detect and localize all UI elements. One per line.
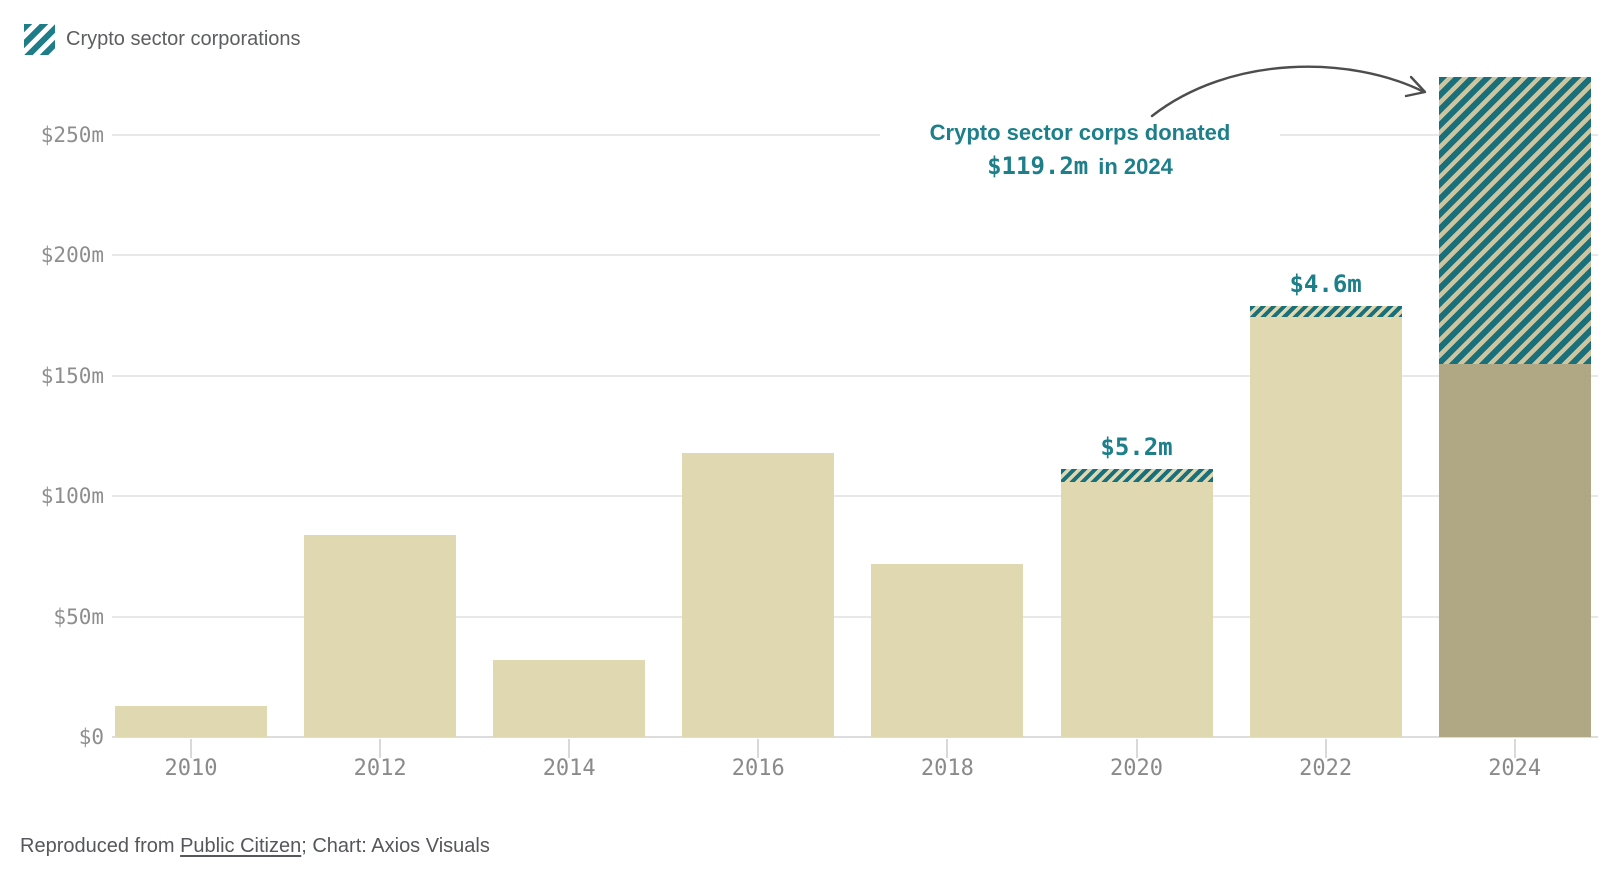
y-gridline-0	[112, 736, 1598, 738]
x-axis-label-2022: 2022	[1299, 756, 1353, 781]
y-gridline-50	[112, 615, 1598, 618]
y-gridline-150	[112, 374, 1598, 377]
bar-2024	[1438, 76, 1591, 737]
annotation-value-line: $119.2m in 2024	[880, 150, 1280, 186]
y-axis-label: $50m	[53, 604, 104, 629]
bar-2010	[115, 705, 267, 737]
bar-2022	[1249, 305, 1402, 737]
bar-segment-base-2024	[1438, 363, 1591, 737]
bar-value-label-2020: $5.2m	[1100, 433, 1173, 462]
x-tick-2022	[1324, 739, 1327, 758]
source-suffix: ; Chart: Axios Visuals	[301, 835, 490, 857]
bar-2014	[493, 659, 646, 737]
y-axis-label: $100m	[40, 484, 104, 509]
y-axis-label: $250m	[40, 123, 104, 147]
x-axis-label-2010: 2010	[164, 756, 218, 781]
source-line: Reproduced from Public Citizen; Chart: A…	[20, 835, 490, 858]
y-axis-label: $0	[78, 725, 104, 749]
y-gridline-200	[112, 254, 1598, 257]
bar-segment-crypto-2024	[1438, 76, 1591, 364]
annotation-text: Crypto sector corps donated	[929, 120, 1231, 145]
bar-segment-base-2016	[682, 452, 835, 737]
bar-segment-base-2014	[493, 659, 646, 737]
bar-value-label-2022: $4.6m	[1289, 269, 1362, 298]
bar-segment-base-2010	[115, 705, 267, 737]
public-citizen-link[interactable]: Public Citizen	[180, 835, 302, 857]
bar-segment-base-2020	[1060, 481, 1213, 737]
x-tick-2010	[190, 739, 192, 758]
x-tick-2012	[379, 739, 382, 758]
source-prefix: Reproduced from	[20, 835, 181, 857]
x-tick-2018	[946, 739, 949, 758]
bar-2018	[871, 563, 1024, 737]
annotation-value: $119.2m	[987, 152, 1089, 180]
bar-segment-crypto-2022	[1249, 305, 1402, 317]
x-tick-2014	[568, 739, 571, 758]
bar-2016	[682, 452, 835, 737]
bar-segment-base-2018	[871, 563, 1024, 737]
y-gridline-250	[112, 134, 1598, 136]
x-axis-label-2018: 2018	[920, 756, 974, 781]
legend-swatch-crypto-hatch	[24, 24, 55, 55]
x-tick-2016	[757, 739, 760, 758]
y-axis-label: $200m	[40, 243, 104, 268]
annotation-suffix: in 2024	[1098, 154, 1173, 179]
x-tick-2024	[1513, 739, 1516, 758]
bar-segment-base-2022	[1249, 316, 1402, 737]
bar-segment-crypto-2020	[1060, 469, 1213, 482]
y-axis-label: $150m	[40, 363, 104, 388]
legend: Crypto sector corporations	[24, 24, 301, 55]
bar-segment-base-2012	[304, 534, 457, 737]
y-gridline-100	[112, 495, 1598, 498]
legend-label: Crypto sector corporations	[66, 28, 301, 50]
annotation-callout: Crypto sector corps donated $119.2m in 20…	[880, 118, 1280, 189]
x-axis-label-2020: 2020	[1110, 756, 1163, 781]
bar-2020	[1060, 469, 1213, 737]
x-axis-label-2012: 2012	[353, 756, 407, 781]
bar-2012	[304, 534, 457, 737]
x-axis-label-2016: 2016	[731, 756, 785, 781]
x-axis-label-2014: 2014	[542, 756, 596, 781]
x-tick-2020	[1135, 739, 1138, 758]
x-axis-label-2024: 2024	[1488, 756, 1542, 781]
